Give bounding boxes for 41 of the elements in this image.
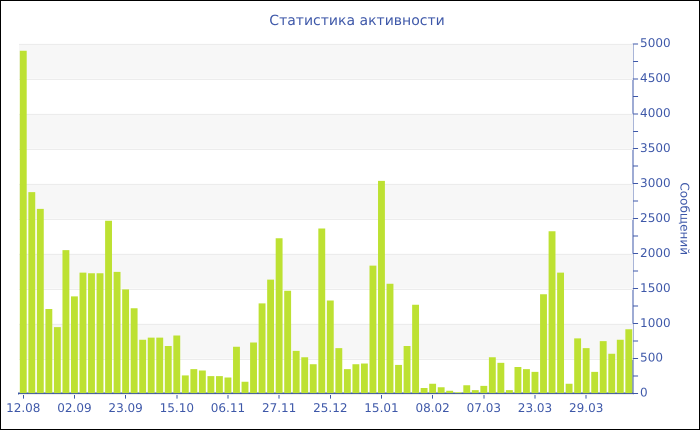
bar xyxy=(173,336,180,394)
bar xyxy=(28,192,36,394)
bar xyxy=(301,357,308,394)
y-tick-label: 1000 xyxy=(640,316,671,330)
x-tick-label: 07.03 xyxy=(466,400,501,415)
bar xyxy=(318,228,326,394)
y-tick-label: 3000 xyxy=(640,176,671,190)
x-tick-label: 15.01 xyxy=(364,400,399,415)
bar xyxy=(148,338,155,394)
bar xyxy=(616,340,624,394)
x-tick-label: 06.11 xyxy=(210,400,246,415)
y-tick-label: 4500 xyxy=(640,70,671,85)
y-tick-label: 4000 xyxy=(640,106,671,120)
bar xyxy=(20,50,27,394)
x-tick-label: 08.02 xyxy=(415,400,450,415)
bar xyxy=(156,338,164,394)
bar xyxy=(472,390,479,394)
x-tick-label: 25.12 xyxy=(313,400,348,415)
bar xyxy=(164,346,172,394)
chart-title: Статистика активности xyxy=(269,13,445,30)
bar xyxy=(326,300,334,394)
y-tick-label: 500 xyxy=(640,350,663,365)
y-tick-label: 0 xyxy=(640,386,648,400)
y-tick-label: 1500 xyxy=(640,280,671,295)
x-tick-label: 15.10 xyxy=(160,400,194,415)
bar xyxy=(310,364,317,394)
bar xyxy=(625,329,632,394)
y-axis-title: Сообщений xyxy=(678,182,692,255)
x-tick-label: 12.08 xyxy=(6,400,40,415)
bar xyxy=(608,354,616,394)
y-tick-label: 5000 xyxy=(640,36,671,50)
x-tick-label: 27.11 xyxy=(262,400,296,415)
x-tick-label: 23.03 xyxy=(518,400,552,415)
x-tick-label: 29.03 xyxy=(568,400,604,415)
x-tick-label: 23.09 xyxy=(108,400,143,415)
x-tick-label: 02.09 xyxy=(57,400,92,415)
y-tick-label: 2000 xyxy=(640,246,671,260)
y-tick-label: 3500 xyxy=(640,140,671,155)
y-tick-label: 2500 xyxy=(640,210,671,225)
bar xyxy=(600,341,607,394)
bar xyxy=(463,385,470,394)
